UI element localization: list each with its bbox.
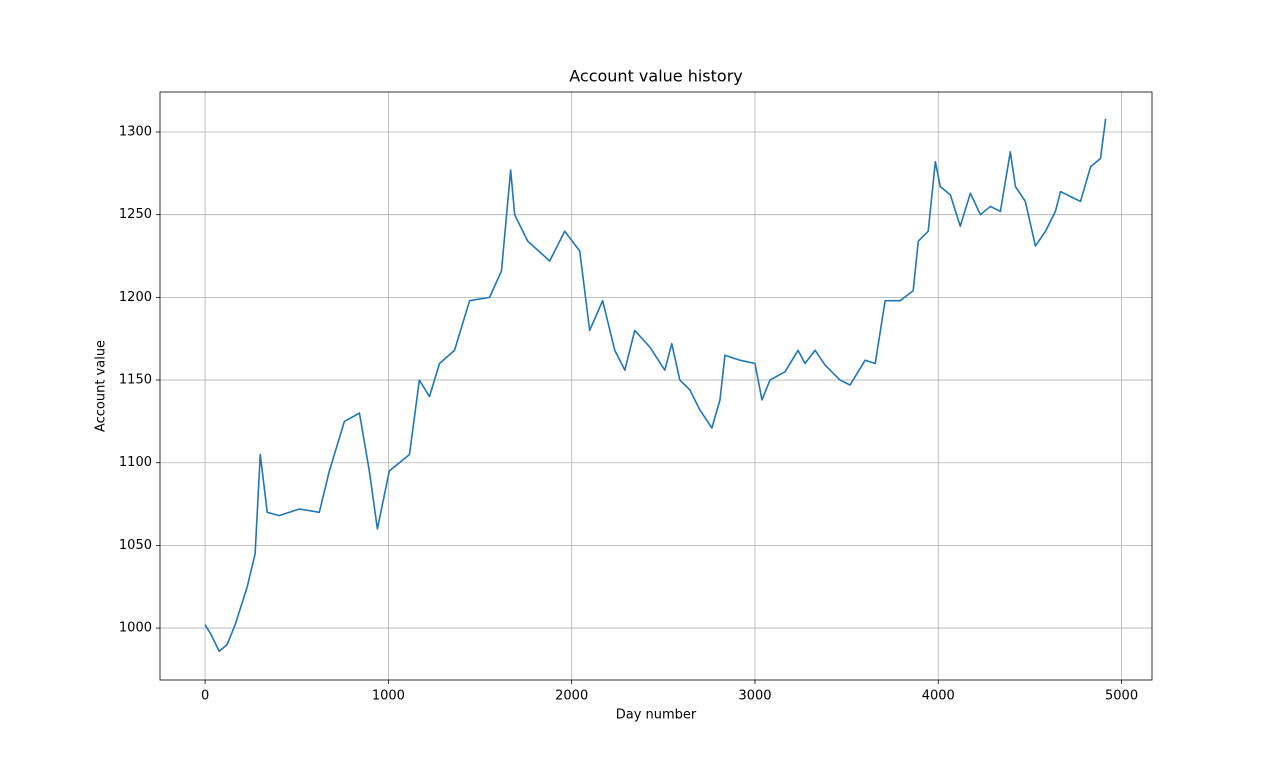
- chart-title: Account value history: [569, 67, 743, 86]
- plot-frame: [159, 91, 1153, 681]
- x-tick-label: 0: [201, 689, 209, 704]
- x-tick-label: 4000: [922, 689, 955, 704]
- y-tick-label: 1300: [119, 125, 152, 140]
- x-tick-label: 5000: [1105, 689, 1138, 704]
- y-tick-label: 1050: [119, 538, 152, 553]
- y-tick-label: 1150: [119, 373, 152, 388]
- y-tick-label: 1250: [119, 207, 152, 222]
- y-axis-label: Account value: [94, 340, 109, 432]
- x-tick-label: 1000: [372, 689, 405, 704]
- y-tick-label: 1100: [119, 455, 152, 470]
- y-tick-label: 1000: [119, 621, 152, 636]
- x-axis-label: Day number: [616, 708, 697, 723]
- data-line: [204, 118, 1107, 653]
- x-tick-label: 3000: [738, 689, 771, 704]
- y-tick-label: 1200: [119, 290, 152, 305]
- x-tick-label: 2000: [555, 689, 588, 704]
